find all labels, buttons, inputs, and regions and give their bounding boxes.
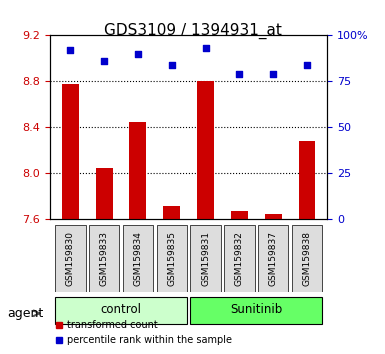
Bar (190, 297, 322, 324)
Point (169, 62, 175, 68)
Point (236, 71, 243, 77)
Point (203, 45, 209, 51)
Bar (298, 141, 315, 219)
Point (67, 47, 74, 53)
Text: GSM159838: GSM159838 (303, 231, 311, 286)
Bar (157, 225, 187, 292)
Text: GSM159837: GSM159837 (269, 231, 278, 286)
Bar (123, 225, 153, 292)
Bar (163, 206, 180, 219)
Point (270, 71, 276, 77)
Bar (96, 168, 112, 219)
Point (304, 62, 310, 68)
Bar (197, 81, 214, 219)
Point (101, 58, 107, 64)
Bar (292, 225, 322, 292)
Bar (265, 214, 281, 219)
Text: agent: agent (8, 307, 44, 320)
Text: GSM159831: GSM159831 (201, 231, 210, 286)
Text: GSM159830: GSM159830 (66, 231, 75, 286)
Text: Sunitinib: Sunitinib (230, 303, 282, 316)
Bar (62, 84, 79, 219)
Text: GSM159833: GSM159833 (100, 231, 109, 286)
Bar (55, 225, 85, 292)
Text: GSM159834: GSM159834 (134, 231, 142, 286)
Point (135, 51, 141, 57)
Text: GSM159835: GSM159835 (167, 231, 176, 286)
Text: GSM159832: GSM159832 (235, 231, 244, 286)
Text: GDS3109 / 1394931_at: GDS3109 / 1394931_at (104, 23, 281, 39)
Bar (258, 225, 288, 292)
Bar (89, 225, 119, 292)
Bar (231, 211, 248, 219)
Bar (129, 122, 146, 219)
Legend: transformed count, percentile rank within the sample: transformed count, percentile rank withi… (51, 316, 236, 349)
Bar (224, 225, 254, 292)
Text: control: control (100, 303, 142, 316)
Bar (190, 225, 221, 292)
Bar (55, 297, 187, 324)
